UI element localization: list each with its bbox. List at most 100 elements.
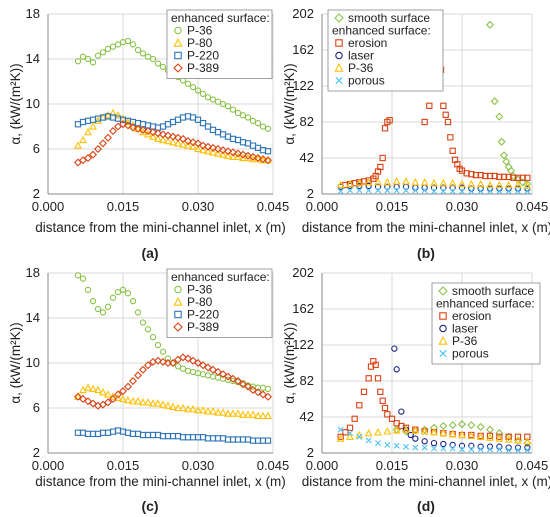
data-point — [204, 372, 212, 379]
data-point — [459, 188, 465, 195]
data-point — [392, 426, 401, 434]
data-point — [420, 177, 429, 186]
data-point — [149, 132, 157, 140]
y-axis-label: α, (kW/(m²K)) — [8, 63, 23, 144]
series-erosion — [337, 358, 531, 440]
data-point — [402, 177, 410, 185]
data-point — [198, 141, 208, 150]
legend-entry: laser — [452, 322, 478, 336]
data-point — [184, 434, 192, 441]
data-point — [84, 383, 92, 391]
data-point — [174, 432, 182, 440]
data-point — [364, 177, 373, 186]
data-point — [214, 149, 222, 157]
data-point — [365, 375, 372, 382]
data-point — [505, 447, 512, 454]
data-point — [184, 80, 192, 87]
data-point — [234, 136, 242, 144]
y-tick-label: 14 — [26, 51, 40, 66]
data-point — [218, 370, 228, 379]
y-tick-label: 162 — [292, 301, 314, 316]
data-point — [402, 424, 410, 431]
legend-entry: laser — [348, 49, 374, 63]
data-point — [486, 433, 494, 441]
data-point — [138, 125, 148, 134]
data-point — [169, 137, 177, 146]
data-point — [224, 103, 232, 110]
data-point — [124, 429, 132, 436]
data-point — [139, 50, 147, 57]
legend-box — [327, 9, 444, 92]
legend-entry: P-389 — [187, 61, 219, 75]
data-point — [223, 372, 233, 381]
x-tick-label: 0.045 — [516, 199, 549, 214]
data-point — [495, 180, 504, 189]
data-point — [159, 432, 167, 440]
legend-marker — [335, 51, 343, 60]
data-point — [148, 128, 158, 137]
y-tick-label: 122 — [292, 78, 314, 93]
data-point — [178, 134, 188, 143]
y-tick-label: 2 — [307, 186, 314, 201]
data-point — [213, 367, 223, 377]
data-point — [377, 388, 384, 395]
data-point — [184, 141, 192, 149]
data-point — [386, 117, 393, 124]
data-point — [179, 434, 187, 441]
data-point — [430, 184, 438, 191]
data-point — [421, 187, 428, 194]
data-point — [496, 185, 503, 192]
legend-entry: porous — [348, 74, 385, 88]
data-point — [119, 286, 127, 294]
data-point — [514, 185, 522, 192]
data-point — [448, 421, 457, 430]
data-point — [364, 428, 373, 437]
data-point — [239, 139, 247, 146]
data-point — [515, 447, 521, 454]
data-point — [228, 148, 238, 157]
data-point — [379, 397, 386, 404]
data-point — [209, 96, 217, 103]
data-point — [128, 376, 138, 386]
data-point — [379, 154, 386, 162]
data-point — [189, 434, 197, 441]
data-point — [134, 430, 142, 438]
x-tick-label: 0.015 — [107, 458, 140, 473]
data-point — [203, 363, 213, 372]
data-point — [168, 358, 178, 368]
data-point — [458, 430, 466, 439]
y-tick-label: 2 — [33, 445, 40, 460]
data-point — [174, 139, 182, 147]
data-point — [346, 424, 354, 431]
data-point — [79, 118, 87, 126]
data-point — [233, 149, 243, 158]
legend-entry: smooth surface — [348, 11, 430, 25]
data-point — [199, 371, 207, 378]
data-point — [490, 97, 499, 106]
y-tick-label: 2 — [307, 445, 314, 460]
data-point — [243, 151, 253, 160]
data-point — [114, 110, 122, 119]
data-point — [514, 436, 522, 444]
y-tick-label: 6 — [33, 141, 40, 156]
data-point — [164, 121, 172, 128]
data-point — [184, 404, 192, 413]
y-axis-label: α, (kW/(m²K)) — [282, 63, 297, 144]
data-point — [374, 375, 382, 382]
data-point — [89, 122, 97, 130]
data-point — [264, 411, 272, 420]
data-point — [128, 123, 138, 132]
data-point — [402, 425, 410, 433]
legend-box — [166, 9, 273, 79]
data-point — [154, 341, 162, 349]
data-point — [153, 129, 163, 138]
data-point — [477, 443, 484, 450]
data-point — [234, 152, 242, 161]
data-point — [239, 112, 247, 119]
data-point — [383, 177, 392, 186]
data-point — [430, 439, 438, 447]
data-point — [524, 447, 531, 454]
legend-entry: P-80 — [187, 295, 213, 309]
data-point — [391, 345, 398, 352]
